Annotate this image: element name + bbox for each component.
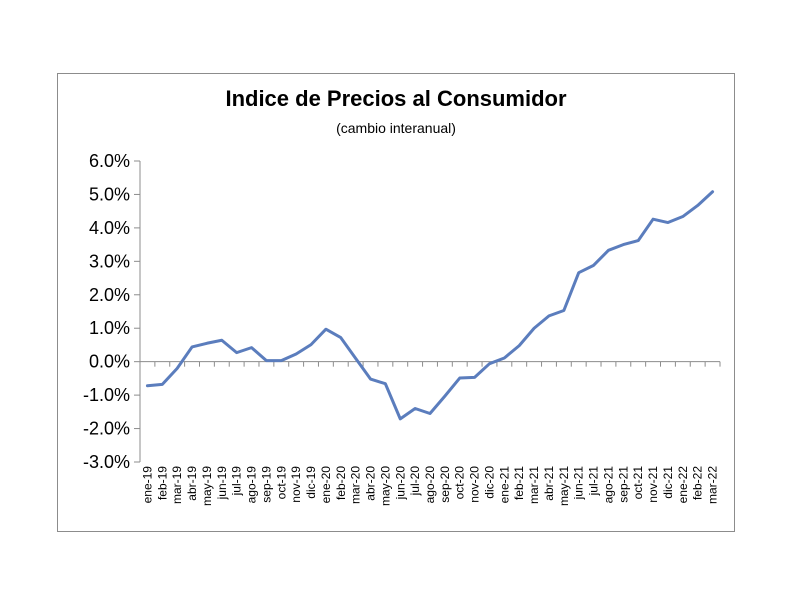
x-tick-label: abr-21 [542,466,556,501]
x-tick-label: sep-19 [259,466,273,503]
x-tick-label: sep-21 [616,466,630,503]
chart-frame [57,73,735,532]
x-tick-label: mar-21 [527,466,541,504]
y-tick-label: 6.0% [89,151,130,171]
x-tick-label: dic-20 [482,466,496,499]
x-tick-label: nov-21 [646,466,660,503]
x-tick-label: mar-22 [706,466,720,504]
y-tick-label: 2.0% [89,285,130,305]
y-tick-label: 5.0% [89,184,130,204]
y-tick-label: 4.0% [89,218,130,238]
x-tick-label: may-20 [378,466,392,506]
x-tick-label: ene-19 [140,466,154,504]
x-tick-label: oct-20 [453,466,467,500]
x-tick-label: ago-19 [245,466,259,504]
x-tick-label: feb-19 [155,466,169,500]
x-tick-label: nov-20 [468,466,482,503]
y-tick-label: 1.0% [89,318,130,338]
x-tick-label: jun-21 [572,466,586,501]
chart-title: Indice de Precios al Consumidor [225,86,567,111]
x-tick-label: feb-21 [512,466,526,500]
x-tick-label: jul-19 [230,466,244,497]
x-tick-label: jul-20 [408,466,422,497]
y-tick-label: 3.0% [89,251,130,271]
x-tick-label: ene-22 [676,466,690,504]
x-tick-label: sep-20 [438,466,452,503]
x-tick-label: oct-21 [631,466,645,500]
x-tick-label: oct-19 [274,466,288,500]
x-tick-label: nov-19 [289,466,303,503]
x-tick-label: mar-20 [349,466,363,504]
y-tick-label: -3.0% [83,452,130,472]
y-tick-label: -2.0% [83,419,130,439]
x-tick-label: ago-21 [601,466,615,504]
x-tick-label: mar-19 [170,466,184,504]
x-tick-label: may-19 [200,466,214,506]
series-line [145,190,715,421]
x-tick-label: jun-20 [393,466,407,501]
x-tick-label: jul-21 [587,466,601,497]
x-tick-label: ene-21 [497,466,511,504]
x-tick-label: ago-20 [423,466,437,504]
x-tick-label: feb-20 [334,466,348,500]
x-tick-label: may-21 [557,466,571,506]
x-tick-label: jun-19 [215,466,229,501]
x-tick-label: feb-22 [691,466,705,500]
y-tick-label: -1.0% [83,385,130,405]
x-tick-label: ene-20 [319,466,333,504]
x-tick-label: dic-21 [661,466,675,499]
chart-subtitle: (cambio interanual) [336,120,456,136]
x-tick-label: abr-20 [364,466,378,501]
x-tick-label: abr-19 [185,466,199,501]
x-tick-label: dic-19 [304,466,318,499]
y-tick-label: 0.0% [89,352,130,372]
